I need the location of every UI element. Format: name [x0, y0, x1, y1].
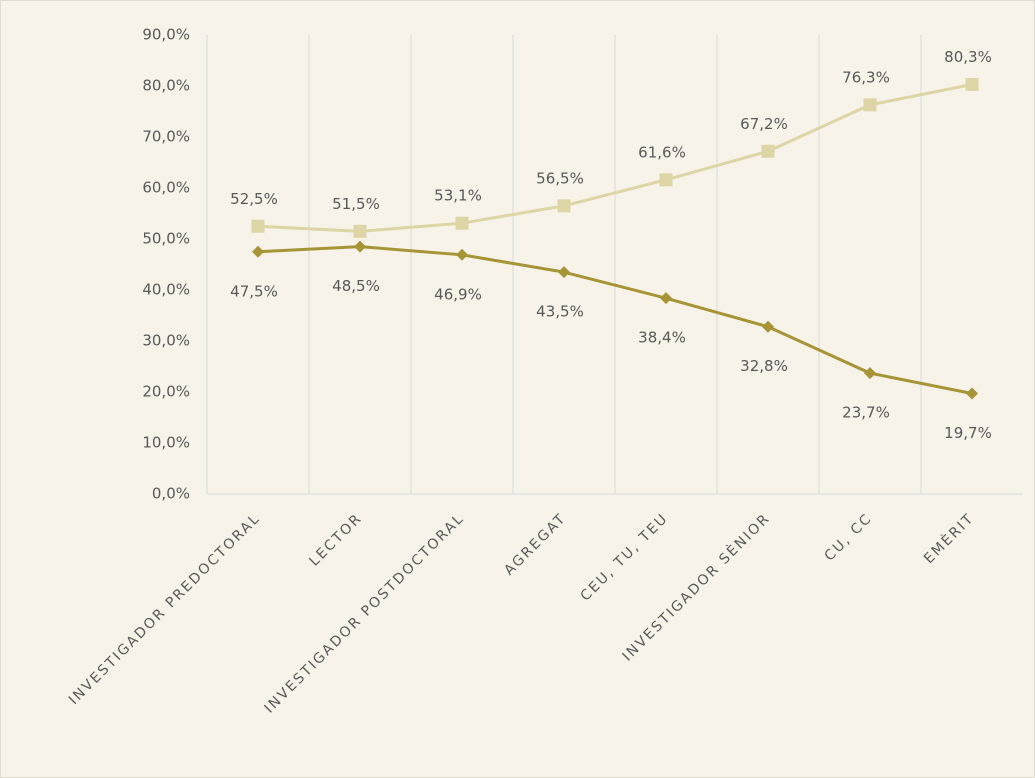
marker [353, 224, 367, 238]
data-label: 61,6% [638, 143, 686, 161]
marker [762, 320, 774, 333]
data-label: 32,8% [740, 357, 788, 375]
data-label: 46,9% [434, 285, 482, 303]
marker [557, 199, 571, 213]
data-label: 53,1% [434, 187, 482, 205]
data-label: 56,5% [536, 169, 584, 187]
data-label: 19,7% [944, 424, 992, 442]
y-tick-label: 80,0% [142, 77, 190, 95]
y-tick-label: 0,0% [152, 485, 190, 503]
y-tick-label: 10,0% [142, 434, 190, 452]
data-label: 43,5% [536, 303, 584, 321]
marker [660, 292, 672, 305]
data-label: 38,4% [638, 329, 686, 347]
marker [252, 245, 264, 258]
marker [965, 77, 979, 91]
marker [354, 240, 366, 253]
series-line [257, 82, 973, 233]
series-line [257, 245, 973, 396]
marker [659, 173, 673, 187]
y-tick-label: 60,0% [142, 179, 190, 197]
data-label: 47,5% [230, 282, 278, 300]
y-tick-label: 30,0% [142, 332, 190, 350]
marker [864, 367, 876, 380]
y-tick-label: 40,0% [142, 281, 190, 299]
data-label: 76,3% [842, 68, 890, 86]
data-label: 23,7% [842, 404, 890, 422]
y-tick-label: 70,0% [142, 128, 190, 146]
marker [251, 219, 265, 233]
y-tick-label: 90,0% [142, 26, 190, 44]
marker [456, 248, 468, 261]
marker [558, 266, 570, 279]
data-label: 52,5% [230, 190, 278, 208]
data-label: 67,2% [740, 115, 788, 133]
y-tick-label: 50,0% [142, 230, 190, 248]
data-label: 51,5% [332, 195, 380, 213]
marker [966, 387, 978, 400]
data-label: 80,3% [944, 48, 992, 66]
marker [863, 98, 877, 112]
data-label: 48,5% [332, 277, 380, 295]
marker [761, 144, 775, 158]
y-tick-label: 20,0% [142, 383, 190, 401]
marker [455, 216, 469, 230]
